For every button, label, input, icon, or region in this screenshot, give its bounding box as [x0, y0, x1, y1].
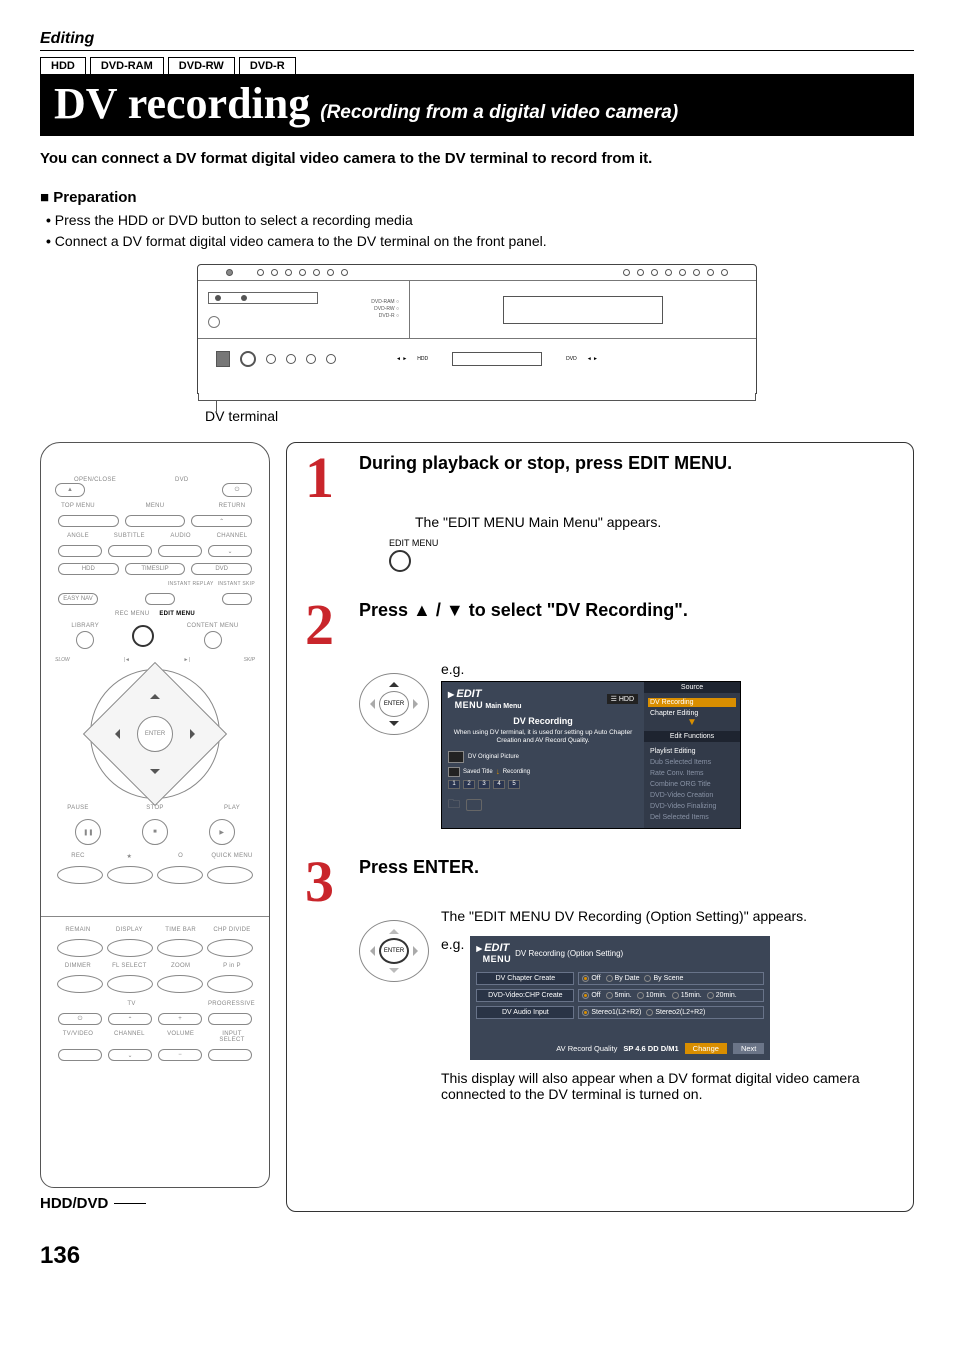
page-title: DV recording [54, 82, 310, 126]
step-title: Press ENTER. [359, 857, 895, 878]
remote-dpad: ENTER [90, 669, 220, 799]
title-bar: DV recording (Recording from a digital v… [40, 74, 914, 136]
step-desc: The "EDIT MENU DV Recording (Option Sett… [441, 908, 895, 924]
steps-panel: 1 During playback or stop, press EDIT ME… [286, 442, 914, 1212]
eg-label: e.g. [441, 661, 464, 677]
step-title: Press ▲ / ▼ to select "DV Recording". [359, 600, 895, 621]
step-number: 3 [305, 857, 345, 1102]
prep-bullet: Press the HDD or DVD button to select a … [46, 210, 914, 231]
page-number: 136 [40, 1242, 914, 1270]
page-subtitle: (Recording from a digital video camera) [320, 102, 678, 124]
step-3: 3 Press ENTER. ENTER The "EDIT MENU DV R… [305, 857, 895, 1102]
media-tag: DVD-R [239, 57, 296, 75]
remote-caption: HDD/DVD [40, 1195, 108, 1212]
device-illustration: DVD-RAM ○ DVD-RW ○ DVD-R ○ ◄ ► HDD DVD ◄… [40, 264, 914, 394]
edit-menu-button-diagram: EDIT MENU [389, 538, 895, 572]
device-format-labels: DVD-RAM ○ DVD-RW ○ DVD-R ○ [371, 299, 399, 320]
media-tags: HDD DVD-RAM DVD-RW DVD-R [40, 57, 914, 75]
eg-label: e.g. [441, 936, 464, 952]
dv-port-icon [216, 351, 230, 367]
option-setting-screenshot: ▶ EDIT MENU DV Recording (Option Setting… [470, 936, 770, 1060]
dpad-icon: ENTER [359, 661, 429, 747]
step-2: 2 Press ▲ / ▼ to select "DV Recording". … [305, 600, 895, 829]
step-1: 1 During playback or stop, press EDIT ME… [305, 453, 895, 572]
step-title: During playback or stop, press EDIT MENU… [359, 453, 895, 474]
step-note: This display will also appear when a DV … [441, 1070, 895, 1102]
prep-bullet: Connect a DV format digital video camera… [46, 231, 914, 252]
intro-text: You can connect a DV format digital vide… [40, 150, 914, 167]
media-tag: HDD [40, 57, 86, 75]
section-label: Editing [40, 30, 914, 51]
step-desc: The "EDIT MENU Main Menu" appears. [415, 514, 895, 530]
step-number: 2 [305, 600, 345, 829]
remote-illustration: OPEN/CLOSE ▲ DVD ⏻ TOP MENU MENU RETURN … [40, 442, 270, 1188]
step-number: 1 [305, 453, 345, 572]
media-tag: DVD-RW [168, 57, 235, 75]
edit-menu-main-screenshot: ▶ EDIT MENU Main Menu ☰ HDD DV Recording… [441, 681, 741, 829]
preparation-heading: Preparation [40, 189, 914, 206]
dv-terminal-label: DV terminal [205, 408, 914, 424]
dpad-enter-icon: ENTER [359, 908, 429, 994]
media-tag: DVD-RAM [90, 57, 164, 75]
